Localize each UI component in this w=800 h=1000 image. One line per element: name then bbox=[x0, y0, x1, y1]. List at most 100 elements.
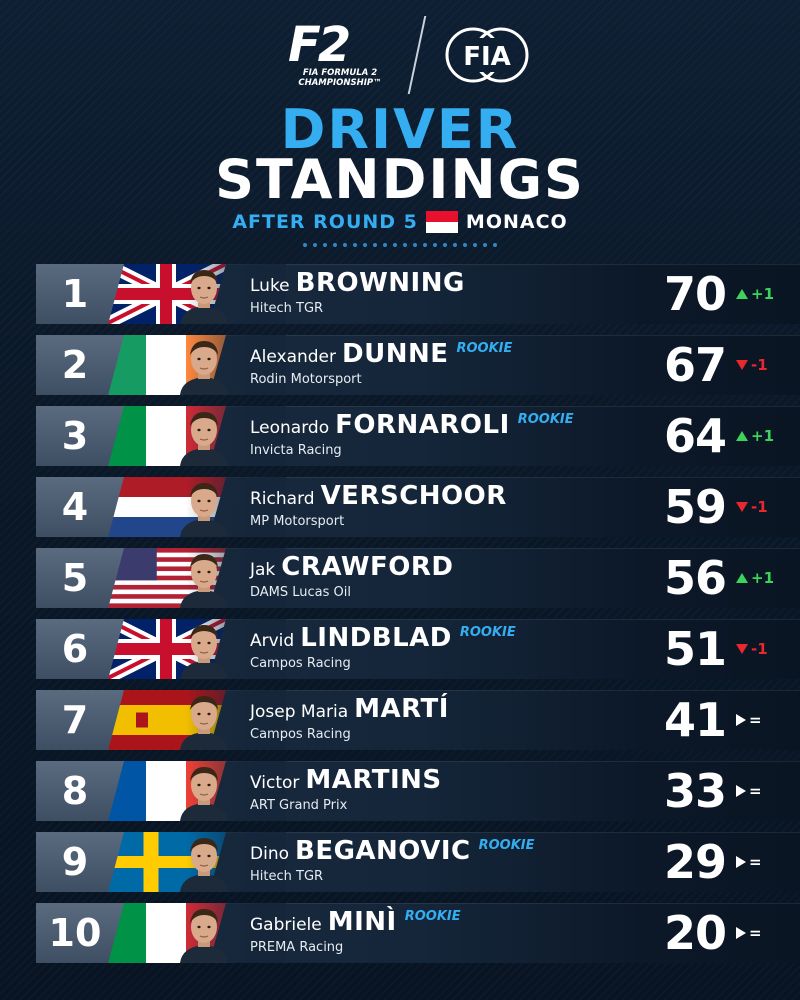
position-change: = bbox=[736, 832, 796, 892]
driver-portrait bbox=[174, 477, 234, 537]
arrow-right-icon bbox=[736, 856, 746, 868]
driver-last-name: BEGANOVIC bbox=[295, 836, 471, 866]
driver-last-name: DUNNE bbox=[342, 339, 449, 369]
driver-points: 59 bbox=[663, 480, 727, 534]
position-change-value: = bbox=[749, 853, 762, 871]
team-name: ART Grand Prix bbox=[250, 798, 348, 813]
driver-portrait bbox=[174, 832, 234, 892]
arrow-down-icon bbox=[736, 360, 748, 370]
driver-last-name: MARTÍ bbox=[354, 694, 449, 724]
decorative-dots bbox=[0, 243, 800, 249]
driver-name: Alexander DUNNE ROOKIE bbox=[250, 339, 512, 373]
driver-last-name: LINDBLAD bbox=[300, 623, 452, 653]
arrow-up-icon bbox=[736, 573, 748, 583]
position-number: 7 bbox=[61, 698, 89, 742]
position-box bbox=[36, 903, 124, 963]
position-change: +1 bbox=[736, 406, 796, 466]
driver-points: 33 bbox=[663, 764, 727, 818]
f2-logo: F2 FIA FORMULA 2 CHAMPIONSHIP™ bbox=[280, 20, 400, 94]
standings-row: 6 Arvid LINDBLAD ROOKIE Campos Racing 51… bbox=[36, 619, 800, 679]
rookie-badge: ROOKIE bbox=[478, 838, 535, 853]
arrow-right-icon bbox=[736, 927, 746, 939]
position-box bbox=[36, 477, 124, 537]
position-number: 4 bbox=[61, 485, 89, 529]
driver-last-name: FORNAROLI bbox=[335, 410, 510, 440]
round-label: AFTER ROUND 5 bbox=[232, 211, 418, 233]
driver-portrait bbox=[174, 903, 234, 963]
driver-points: 67 bbox=[663, 338, 727, 392]
position-box bbox=[36, 619, 124, 679]
driver-first-name: Richard bbox=[250, 489, 315, 509]
position-number: 2 bbox=[61, 343, 89, 387]
driver-last-name: MARTINS bbox=[305, 765, 442, 795]
team-name: Invicta Racing bbox=[250, 443, 342, 458]
driver-points: 64 bbox=[663, 409, 727, 463]
driver-last-name: VERSCHOOR bbox=[320, 481, 507, 511]
standings-row: 1 Luke BROWNING Hitech TGR 70 +1 bbox=[36, 264, 800, 324]
position-box bbox=[36, 335, 124, 395]
team-name: PREMA Racing bbox=[250, 940, 344, 955]
page-title-line1: DRIVER bbox=[280, 98, 520, 161]
position-number: 9 bbox=[61, 840, 89, 884]
driver-first-name: Gabriele bbox=[250, 915, 322, 935]
position-change: -1 bbox=[736, 477, 796, 537]
driver-name: Gabriele MINÌ ROOKIE bbox=[250, 907, 461, 941]
f2-logo-mark: F2 bbox=[288, 17, 351, 73]
position-change-value: = bbox=[749, 924, 762, 942]
arrow-up-icon bbox=[736, 431, 748, 441]
position-change-value: = bbox=[749, 711, 762, 729]
monaco-flag-icon bbox=[425, 211, 458, 233]
driver-portrait bbox=[174, 264, 234, 324]
logo-divider bbox=[407, 16, 427, 94]
team-name: Campos Racing bbox=[250, 656, 351, 671]
driver-first-name: Alexander bbox=[250, 347, 337, 367]
driver-points: 56 bbox=[663, 551, 727, 605]
driver-name: Jak CRAWFORD bbox=[250, 552, 453, 586]
standings-row: 2 Alexander DUNNE ROOKIE Rodin Motorspor… bbox=[36, 335, 800, 395]
rookie-badge: ROOKIE bbox=[517, 412, 574, 427]
position-number: 10 bbox=[48, 911, 102, 955]
rookie-badge: ROOKIE bbox=[404, 909, 461, 924]
position-change-value: -1 bbox=[751, 640, 768, 658]
driver-first-name: Arvid bbox=[250, 631, 295, 651]
f2-logo-text: FIA FORMULA 2 CHAMPIONSHIP™ bbox=[298, 68, 382, 88]
fia-logo-text: FIA bbox=[463, 42, 511, 72]
position-box bbox=[36, 406, 124, 466]
arrow-right-icon bbox=[736, 714, 746, 726]
driver-name: Richard VERSCHOOR bbox=[250, 481, 507, 515]
position-number: 5 bbox=[61, 556, 89, 600]
position-number: 1 bbox=[61, 272, 89, 316]
standings-row: 7 Josep Maria MARTÍ Campos Racing 41 = bbox=[36, 690, 800, 750]
position-change-value: = bbox=[749, 782, 762, 800]
driver-portrait bbox=[174, 548, 234, 608]
driver-portrait bbox=[174, 690, 234, 750]
driver-first-name: Victor bbox=[250, 773, 300, 793]
driver-name: Luke BROWNING bbox=[250, 268, 465, 302]
position-change-value: +1 bbox=[751, 569, 775, 587]
driver-name: Victor MARTINS bbox=[250, 765, 442, 799]
driver-points: 70 bbox=[663, 267, 727, 321]
position-change: +1 bbox=[736, 548, 796, 608]
team-name: Hitech TGR bbox=[250, 301, 324, 316]
driver-last-name: CRAWFORD bbox=[281, 552, 454, 582]
header-logos: F2 FIA FORMULA 2 CHAMPIONSHIP™ FIA bbox=[0, 14, 800, 94]
position-change: = bbox=[736, 761, 796, 821]
standings-row: 9 Dino BEGANOVIC ROOKIE Hitech TGR 29 = bbox=[36, 832, 800, 892]
rookie-badge: ROOKIE bbox=[456, 341, 513, 356]
team-name: Campos Racing bbox=[250, 727, 351, 742]
team-name: Hitech TGR bbox=[250, 869, 324, 884]
driver-portrait bbox=[174, 406, 234, 466]
driver-first-name: Dino bbox=[250, 844, 289, 864]
driver-points: 51 bbox=[663, 622, 727, 676]
arrow-down-icon bbox=[736, 644, 748, 654]
position-change: -1 bbox=[736, 619, 796, 679]
rookie-badge: ROOKIE bbox=[459, 625, 516, 640]
position-change: = bbox=[736, 690, 796, 750]
standings-row: 5 Jak CRAWFORD DAMS Lucas Oil 56 +1 bbox=[36, 548, 800, 608]
usa-flag-icon bbox=[106, 548, 226, 608]
driver-first-name: Josep Maria bbox=[250, 702, 349, 722]
page-title-line2: STANDINGS bbox=[215, 148, 585, 211]
driver-points: 29 bbox=[663, 835, 727, 889]
position-change: +1 bbox=[736, 264, 796, 324]
driver-portrait bbox=[174, 335, 234, 395]
